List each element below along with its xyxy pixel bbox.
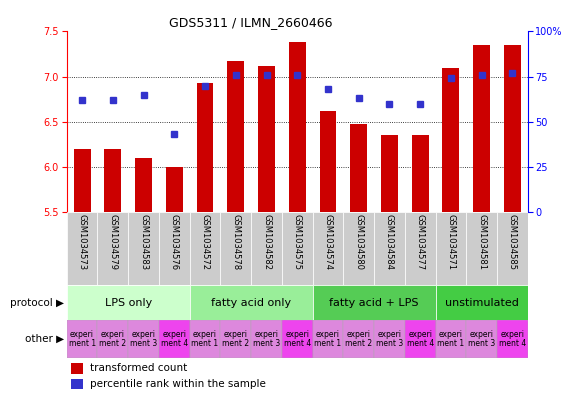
- Bar: [473, 45, 490, 212]
- Bar: [220, 320, 251, 358]
- Bar: [436, 320, 466, 358]
- Bar: [405, 320, 436, 358]
- Text: GSM1034578: GSM1034578: [231, 215, 240, 270]
- Bar: [258, 66, 275, 212]
- Text: GSM1034579: GSM1034579: [108, 215, 117, 270]
- Text: GSM1034571: GSM1034571: [447, 215, 455, 270]
- Bar: [412, 136, 429, 212]
- Text: protocol ▶: protocol ▶: [10, 298, 64, 308]
- Text: other ▶: other ▶: [25, 334, 64, 344]
- Bar: [282, 320, 313, 358]
- Text: experi
ment 1: experi ment 1: [437, 330, 465, 348]
- Bar: [190, 212, 220, 285]
- Text: GSM1034575: GSM1034575: [293, 215, 302, 270]
- Text: GSM1034584: GSM1034584: [385, 215, 394, 270]
- Bar: [97, 212, 128, 285]
- Text: experi
ment 3: experi ment 3: [253, 330, 280, 348]
- Bar: [166, 167, 183, 212]
- Bar: [320, 111, 336, 212]
- Bar: [71, 363, 83, 373]
- Bar: [227, 61, 244, 212]
- Text: GSM1034582: GSM1034582: [262, 215, 271, 270]
- Text: experi
ment 1: experi ment 1: [68, 330, 96, 348]
- Text: experi
ment 1: experi ment 1: [191, 330, 219, 348]
- Bar: [497, 212, 528, 285]
- Bar: [443, 68, 459, 212]
- Bar: [97, 320, 128, 358]
- Text: experi
ment 2: experi ment 2: [345, 330, 372, 348]
- Text: percentile rank within the sample: percentile rank within the sample: [90, 379, 266, 389]
- Text: experi
ment 3: experi ment 3: [376, 330, 403, 348]
- Bar: [128, 212, 159, 285]
- Text: GSM1034573: GSM1034573: [78, 215, 86, 270]
- Bar: [381, 136, 398, 212]
- Bar: [67, 320, 97, 358]
- Bar: [74, 149, 90, 212]
- Text: GSM1034577: GSM1034577: [416, 215, 425, 270]
- Bar: [190, 320, 220, 358]
- Text: GSM1034572: GSM1034572: [201, 215, 209, 270]
- Bar: [374, 212, 405, 285]
- Text: experi
ment 2: experi ment 2: [222, 330, 249, 348]
- Bar: [504, 45, 521, 212]
- Bar: [197, 83, 213, 212]
- Bar: [289, 42, 306, 212]
- Text: experi
ment 3: experi ment 3: [468, 330, 495, 348]
- Bar: [313, 285, 436, 320]
- Text: experi
ment 4: experi ment 4: [407, 330, 434, 348]
- Bar: [374, 320, 405, 358]
- Text: fatty acid + LPS: fatty acid + LPS: [329, 298, 419, 308]
- Bar: [135, 158, 152, 212]
- Text: GSM1034585: GSM1034585: [508, 215, 517, 270]
- Text: GSM1034581: GSM1034581: [477, 215, 486, 270]
- Bar: [251, 212, 282, 285]
- Bar: [497, 320, 528, 358]
- Bar: [405, 212, 436, 285]
- Bar: [159, 212, 190, 285]
- Text: transformed count: transformed count: [90, 363, 187, 373]
- Bar: [104, 149, 121, 212]
- Bar: [466, 212, 497, 285]
- Text: experi
ment 1: experi ment 1: [314, 330, 342, 348]
- Text: experi
ment 4: experi ment 4: [284, 330, 311, 348]
- Bar: [282, 212, 313, 285]
- Text: experi
ment 4: experi ment 4: [161, 330, 188, 348]
- Bar: [128, 320, 159, 358]
- Bar: [159, 320, 190, 358]
- Bar: [71, 379, 83, 389]
- Text: unstimulated: unstimulated: [445, 298, 519, 308]
- Bar: [313, 212, 343, 285]
- Text: experi
ment 3: experi ment 3: [130, 330, 157, 348]
- Text: GSM1034574: GSM1034574: [324, 215, 332, 270]
- Text: GSM1034580: GSM1034580: [354, 215, 363, 270]
- Bar: [67, 285, 190, 320]
- Bar: [350, 124, 367, 212]
- Bar: [343, 320, 374, 358]
- Bar: [220, 212, 251, 285]
- Text: experi
ment 2: experi ment 2: [99, 330, 126, 348]
- Bar: [190, 285, 313, 320]
- Bar: [251, 320, 282, 358]
- Bar: [67, 212, 97, 285]
- Text: fatty acid only: fatty acid only: [211, 298, 291, 308]
- Text: GSM1034576: GSM1034576: [170, 215, 179, 270]
- Bar: [466, 320, 497, 358]
- Bar: [436, 285, 528, 320]
- Bar: [313, 320, 343, 358]
- Text: LPS only: LPS only: [104, 298, 152, 308]
- Bar: [343, 212, 374, 285]
- Text: GDS5311 / ILMN_2660466: GDS5311 / ILMN_2660466: [169, 17, 333, 29]
- Text: GSM1034583: GSM1034583: [139, 215, 148, 270]
- Text: experi
ment 4: experi ment 4: [499, 330, 526, 348]
- Bar: [436, 212, 466, 285]
